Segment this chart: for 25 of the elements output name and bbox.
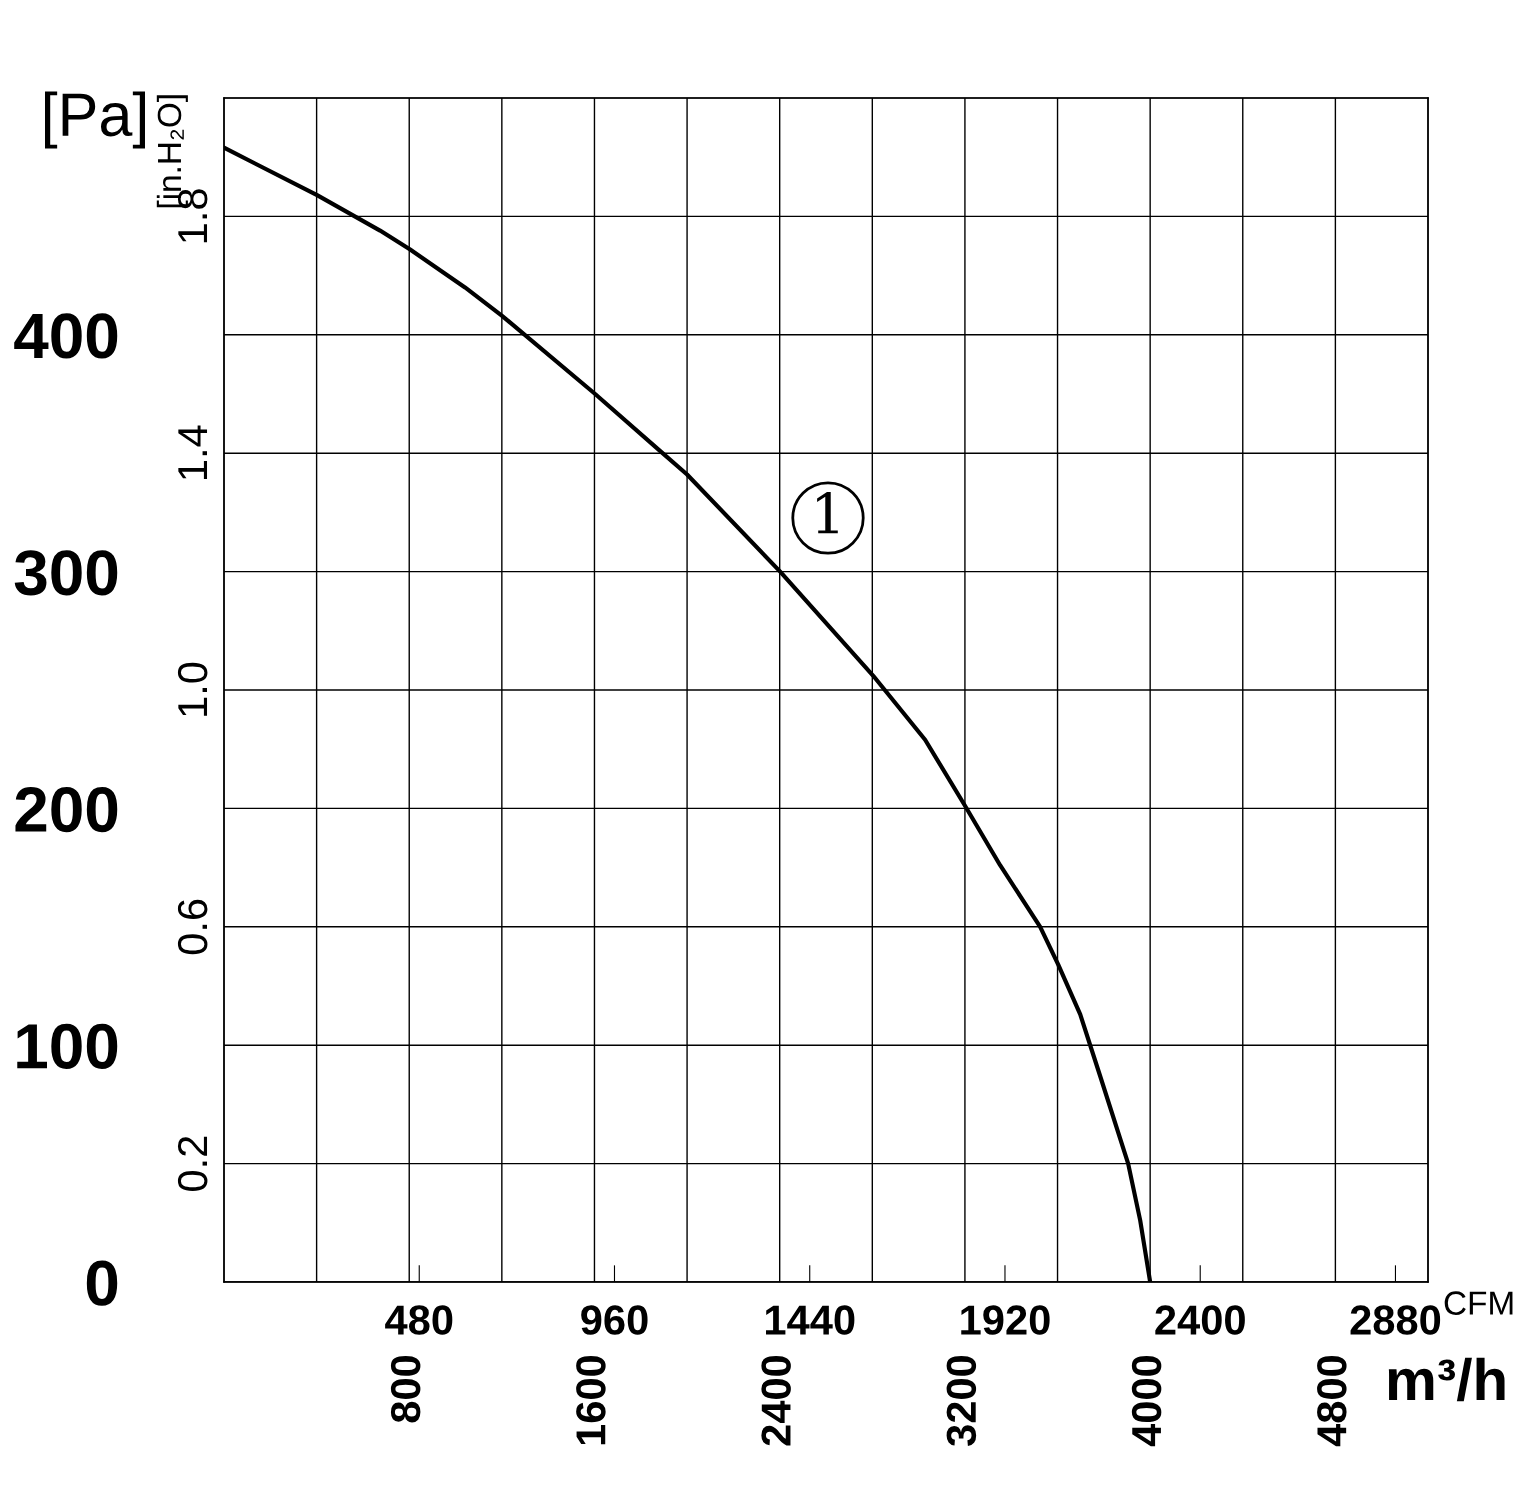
x2-axis-title: CFM bbox=[1444, 1291, 1513, 1315]
y-axis-title: [Pa] bbox=[45, 91, 145, 149]
annotation: 1 bbox=[817, 492, 838, 534]
x-tick-label: 1600 bbox=[576, 1355, 606, 1445]
y2-tick-label: 1.0 bbox=[177, 662, 208, 716]
x-tick-label: 3200 bbox=[946, 1355, 977, 1446]
x-tick-label: 4000 bbox=[1131, 1355, 1162, 1447]
y2-tick-label: 0.2 bbox=[177, 1136, 208, 1191]
x-tick-label: 2400 bbox=[761, 1355, 791, 1446]
x2-tick-label: 1920 bbox=[961, 1305, 1050, 1335]
x2-tick-label: 2880 bbox=[1350, 1305, 1441, 1335]
x2-tick-label: 960 bbox=[581, 1305, 648, 1335]
y-tick-label: 0 bbox=[86, 1260, 118, 1306]
x-tick-label: 4800 bbox=[1317, 1355, 1347, 1447]
y2-tick-label: 0.6 bbox=[177, 899, 208, 955]
x2-tick-label: 2400 bbox=[1155, 1305, 1245, 1335]
y2-tick-label: 1.4 bbox=[178, 425, 208, 479]
y-tick-label: 400 bbox=[14, 313, 118, 359]
x-axis-title: m³/h bbox=[1388, 1357, 1505, 1402]
x2-tick-label: 480 bbox=[385, 1305, 453, 1335]
y-tick-label: 300 bbox=[14, 550, 118, 596]
x-tick-label: 800 bbox=[390, 1355, 421, 1423]
y-tick-label: 200 bbox=[15, 786, 118, 833]
x2-tick-label: 1440 bbox=[766, 1305, 855, 1335]
y-tick-label: 100 bbox=[17, 1023, 118, 1069]
